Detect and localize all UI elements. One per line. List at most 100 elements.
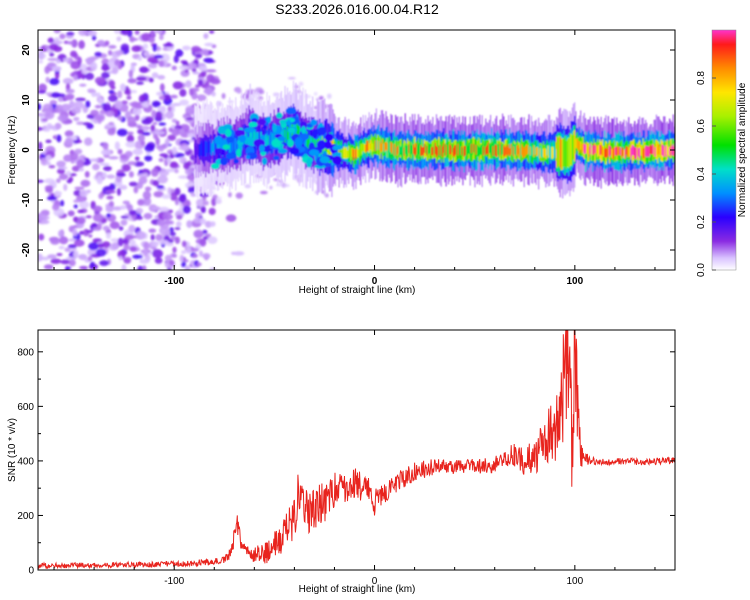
ridge-cell [542,148,545,157]
noise-blob [137,265,144,270]
noise-blob [114,141,120,151]
noise-blob [119,184,128,190]
noise-blob [159,153,168,157]
noise-blob [74,148,83,155]
ridge-cell [420,145,422,157]
noise-blob [78,40,85,49]
noise-blob [172,81,184,90]
ridge-cell [421,147,423,156]
noise-blob [107,49,113,56]
chart-title: S233.2026.016.00.04.R12 [275,1,439,17]
ridge-blob [266,116,272,124]
noise-blob [58,97,64,103]
noise-blob [123,258,131,264]
ridge-cell [304,134,307,147]
noise-blob [143,197,152,206]
ridge-blob [214,147,223,155]
noise-blob [56,252,63,257]
noise-blob [45,139,52,144]
noise-blob [117,90,123,99]
noise-blob [151,241,159,247]
noise-blob [203,57,214,63]
noise-blob [159,34,164,41]
snr-x-label: Height of straight line (km) [299,584,416,595]
noise-blob [85,229,93,234]
ridge-blob [238,135,246,143]
ridge-blob [244,127,256,133]
ridge-cell [453,145,456,157]
ridge-cell [409,142,411,155]
ridge-cell [580,141,582,150]
noise-blob [318,95,324,100]
ridge-cell [576,138,578,149]
noise-blob [88,234,93,238]
noise-blob [64,247,71,252]
noise-blob [92,163,100,171]
ridge-cell [513,143,516,155]
ridge-cell [250,129,253,142]
ridge-cell [378,141,380,150]
noise-blob [102,172,107,178]
ridge-cell [600,144,602,155]
noise-blob [150,124,156,132]
noise-blob [73,101,84,110]
ridge-cell [439,144,441,156]
noise-blob [108,156,119,160]
noise-blob [92,213,104,223]
noise-blob [152,180,160,187]
ridge-cell [482,146,485,156]
noise-blob [38,90,47,94]
ridge-cell [400,144,403,153]
noise-blob [56,134,62,143]
ridge-blob [310,119,318,126]
ridge-blob [273,155,280,161]
ridge-cell [412,144,415,155]
noise-blob [103,165,112,172]
ridge-cell [464,145,466,156]
tick-label: -100 [164,576,184,587]
noise-blob [64,130,74,137]
ridge-cell [451,144,453,153]
noise-blob [236,89,242,94]
noise-blob [60,259,71,265]
noise-blob [165,111,174,119]
ridge-cell [231,139,233,152]
colorbar: 0.0 0.2 0.4 0.6 0.8 Normalized spectral ampl… [696,29,748,277]
ridge-cell [411,145,414,155]
noise-blob [73,74,78,81]
ridge-cell [570,133,572,166]
spectrogram-x-ticks: -100 0 100 [53,30,656,287]
ridge-cell [444,144,446,156]
noise-blob [79,83,87,87]
noise-blob [128,171,134,178]
ridge-cell [596,145,599,158]
tick-label: 0.6 [696,119,707,133]
ridge-blob [298,133,310,141]
ridge-cell [387,141,390,153]
noise-blob [45,92,53,96]
ridge-cell [493,144,495,156]
noise-blob [119,205,127,210]
ridge-blob [324,162,332,167]
noise-blob [78,200,90,209]
noise-blob [58,173,69,180]
ridge-cell [372,143,374,152]
ridge-cell [559,137,561,168]
ridge-cell [523,147,525,158]
noise-blob [205,69,217,73]
noise-blob [136,81,144,85]
ridge-cell [491,143,493,155]
ridge-blob [262,124,267,130]
ridge-cell [314,139,316,153]
ridge-cell [339,148,341,157]
noise-blob [67,238,77,242]
ridge-cell [572,131,575,160]
ridge-blob [244,136,254,143]
noise-blob [137,55,143,62]
ridge-cell [592,145,594,155]
noise-blob [38,60,44,64]
noise-blob [122,200,130,205]
ridge-cell [634,147,636,159]
ridge-cell [620,148,623,159]
noise-blob [167,134,177,141]
